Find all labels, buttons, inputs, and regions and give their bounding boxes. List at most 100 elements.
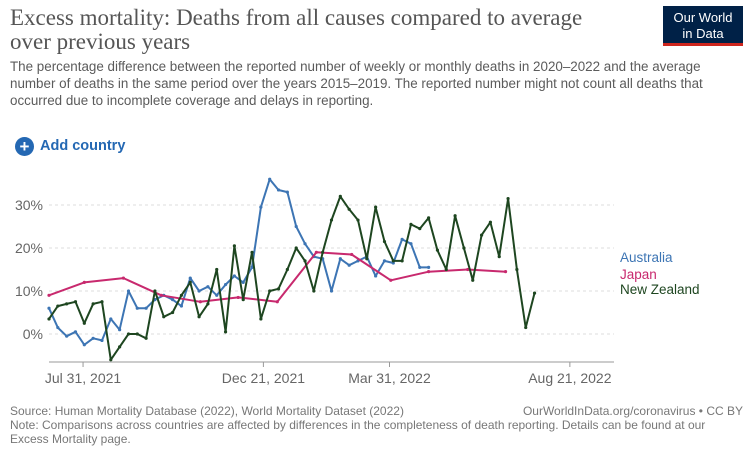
australia-point — [232, 274, 236, 278]
new-zealand-point — [197, 315, 201, 319]
new-zealand-point — [118, 345, 122, 349]
logo-line-1: Our World — [673, 10, 733, 25]
new-zealand-point — [524, 325, 528, 330]
new-zealand-point — [276, 287, 281, 291]
new-zealand-point — [170, 310, 175, 315]
australia-point — [347, 263, 351, 267]
australia-point — [73, 330, 78, 334]
logo-line-2: in Data — [682, 26, 724, 41]
new-zealand-point — [374, 205, 378, 209]
australia-point — [65, 334, 69, 338]
australia-point — [100, 338, 104, 343]
australia-point — [259, 205, 263, 209]
new-zealand-point — [312, 289, 316, 293]
australia-point — [294, 224, 298, 229]
new-zealand-point — [259, 317, 263, 321]
new-zealand-point — [506, 196, 510, 201]
y-tick-label: 0% — [23, 326, 43, 342]
new-zealand-point — [409, 222, 413, 226]
japan-point — [47, 293, 51, 297]
new-zealand-point — [356, 218, 360, 222]
add-country-button[interactable]: + Add country — [15, 136, 125, 156]
australia-point — [223, 282, 228, 287]
japan-point — [159, 293, 163, 297]
source-text: Source: Human Mortality Database (2022),… — [10, 404, 404, 418]
new-zealand-point — [462, 246, 466, 250]
y-tick-label: 30% — [15, 197, 43, 213]
excess-mortality-chart: 0% 10% 20% 30% Jul 31, 2021 Dec 21, 2021 Mar 3… — [15, 177, 700, 386]
series-layer — [47, 177, 537, 362]
new-zealand-point — [435, 248, 440, 252]
new-zealand-point — [109, 358, 113, 362]
new-zealand-point — [365, 257, 369, 261]
australia-point — [144, 306, 148, 310]
japan-point — [198, 300, 202, 304]
new-zealand-point — [56, 304, 60, 308]
australia-point — [250, 265, 254, 269]
x-tick-label: Aug 21, 2022 — [528, 370, 612, 386]
new-zealand-point — [153, 289, 157, 293]
australia-point — [118, 328, 122, 332]
new-zealand-point — [100, 300, 104, 304]
chart-subtitle: The percentage difference between the re… — [10, 59, 703, 108]
australia-legend-label: Australia — [620, 250, 673, 265]
australia-point — [285, 190, 289, 194]
new-zealand-point — [232, 244, 236, 248]
new-zealand-point — [515, 267, 519, 272]
new-zealand-point — [188, 280, 192, 284]
new-zealand-point — [206, 302, 210, 306]
australia-point — [56, 325, 60, 330]
australia-point — [170, 298, 175, 302]
australia-point — [47, 306, 51, 310]
japan-point — [236, 295, 240, 300]
japan-point — [82, 280, 86, 284]
new-zealand-point — [382, 239, 387, 244]
australia-point — [91, 336, 95, 340]
australia-point — [188, 276, 192, 280]
y-tick-label: 10% — [15, 283, 43, 299]
new-zealand-point — [427, 216, 431, 220]
plus-circle-icon: + — [15, 136, 34, 156]
new-zealand-point — [241, 298, 245, 302]
australia-point — [197, 289, 201, 293]
new-zealand-point — [294, 246, 298, 250]
japan-point — [275, 300, 279, 304]
new-zealand-point — [91, 302, 95, 306]
footnote: Note: Comparisons across countries are a… — [10, 418, 706, 446]
owid-logo[interactable]: Our World in Data — [663, 6, 743, 46]
new-zealand-point — [453, 214, 457, 218]
new-zealand-point — [135, 332, 139, 336]
new-zealand-point — [250, 250, 254, 254]
australia-point — [206, 285, 210, 289]
y-tick-label: 20% — [15, 240, 43, 256]
australia-point — [276, 188, 281, 192]
australia-point — [135, 306, 139, 310]
new-zealand-point — [73, 300, 78, 304]
new-zealand-point — [471, 278, 475, 282]
new-zealand-point — [418, 227, 422, 231]
new-zealand-point — [268, 289, 272, 293]
new-zealand-point — [497, 255, 501, 259]
new-zealand-legend-label: New Zealand — [620, 282, 700, 297]
australia-point — [329, 289, 334, 293]
japan-point — [350, 252, 354, 257]
australia-point — [338, 257, 342, 261]
new-zealand-point — [82, 321, 86, 325]
australia-point — [268, 177, 272, 181]
new-zealand-point — [444, 267, 448, 272]
australia-point — [400, 237, 404, 241]
new-zealand-point — [321, 250, 325, 254]
new-zealand-point — [347, 207, 351, 211]
japan-point — [427, 270, 431, 274]
australia-point — [241, 280, 245, 284]
x-tick-label: Dec 21, 2021 — [222, 370, 305, 386]
australia-point — [179, 304, 184, 308]
new-zealand-point — [532, 291, 537, 295]
source-url[interactable]: OurWorldInData.org/coronavirus • CC BY — [522, 404, 743, 418]
chart-title: Excess mortality: Deaths from all causes… — [10, 5, 583, 54]
new-zealand-point — [126, 332, 131, 336]
australia-point — [109, 317, 113, 321]
japan-point — [314, 250, 318, 254]
australia-point — [303, 242, 307, 246]
